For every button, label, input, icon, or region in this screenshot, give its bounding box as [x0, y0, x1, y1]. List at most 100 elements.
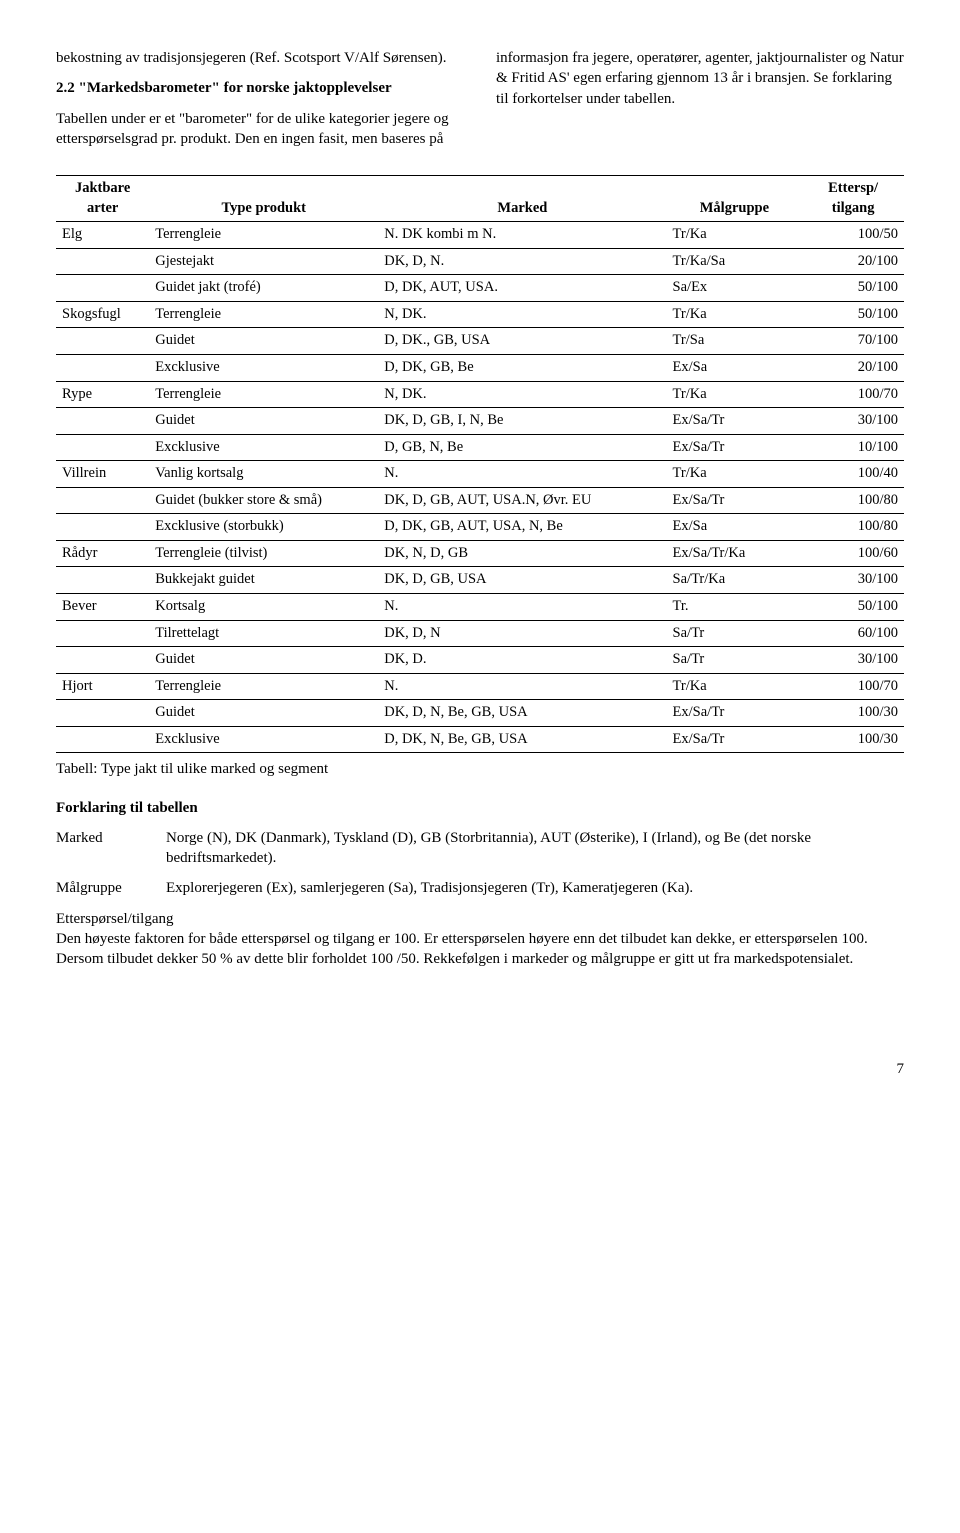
cell-prod: Vanlig kortsalg [149, 461, 378, 488]
cell-mark: N, DK. [378, 301, 666, 328]
cell-prod: Terrengleie [149, 301, 378, 328]
cell-art [56, 434, 149, 461]
cell-mark: DK, D, GB, AUT, USA.N, Øvr. EU [378, 487, 666, 514]
cell-mg: Ex/Sa/Tr [667, 487, 803, 514]
cell-et: 10/100 [802, 434, 904, 461]
cell-mg: Ex/Sa [667, 514, 803, 541]
table-row: HjortTerrengleieN.Tr/Ka100/70 [56, 673, 904, 700]
cell-prod: Guidet [149, 700, 378, 727]
cell-art [56, 514, 149, 541]
left-column: bekostning av tradisjonsjegeren (Ref. Sc… [56, 48, 464, 159]
cell-art [56, 700, 149, 727]
cell-prod: Terrengleie [149, 673, 378, 700]
cell-et: 20/100 [802, 248, 904, 275]
cell-prod: Bukkejakt guidet [149, 567, 378, 594]
cell-art [56, 248, 149, 275]
cell-mark: DK, D. [378, 647, 666, 674]
cell-mg: Sa/Tr [667, 620, 803, 647]
cell-mg: Tr/Ka/Sa [667, 248, 803, 275]
table-row: SkogsfuglTerrengleieN, DK.Tr/Ka50/100 [56, 301, 904, 328]
table-caption: Tabell: Type jakt til ulike marked og se… [56, 759, 904, 779]
cell-et: 60/100 [802, 620, 904, 647]
cell-art [56, 275, 149, 302]
def-malgruppe-val: Explorerjegeren (Ex), samlerjegeren (Sa)… [166, 878, 693, 898]
cell-et: 50/100 [802, 275, 904, 302]
cell-mg: Tr/Ka [667, 301, 803, 328]
cell-art: Rådyr [56, 540, 149, 567]
cell-art: Rype [56, 381, 149, 408]
cell-prod: Tilrettelagt [149, 620, 378, 647]
def-marked: Marked Norge (N), DK (Danmark), Tyskland… [56, 828, 904, 869]
cell-art [56, 354, 149, 381]
cell-prod: Kortsalg [149, 594, 378, 621]
cell-et: 30/100 [802, 408, 904, 435]
cell-prod: Guidet [149, 328, 378, 355]
cell-et: 100/70 [802, 673, 904, 700]
cell-prod: Guidet jakt (trofé) [149, 275, 378, 302]
table-row: GuidetDK, D.Sa/Tr30/100 [56, 647, 904, 674]
cell-mark: N. [378, 673, 666, 700]
table-row: RådyrTerrengleie (tilvist)DK, N, D, GBEx… [56, 540, 904, 567]
cell-prod: Terrengleie (tilvist) [149, 540, 378, 567]
table-row: Guidet (bukker store & små)DK, D, GB, AU… [56, 487, 904, 514]
cell-et: 100/80 [802, 514, 904, 541]
cell-mark: N. DK kombi m N. [378, 222, 666, 249]
cell-mg: Tr. [667, 594, 803, 621]
table-row: ExcklusiveD, DK, GB, BeEx/Sa20/100 [56, 354, 904, 381]
right-p1: informasjon fra jegere, operatører, agen… [496, 48, 904, 109]
cell-art [56, 487, 149, 514]
cell-art [56, 567, 149, 594]
cell-mark: DK, D, N, Be, GB, USA [378, 700, 666, 727]
cell-art [56, 328, 149, 355]
cell-mg: Tr/Sa [667, 328, 803, 355]
table-row: VillreinVanlig kortsalgN.Tr/Ka100/40 [56, 461, 904, 488]
table-header-row: Jaktbare arter Type produkt Marked Målgr… [56, 176, 904, 222]
th-marked: Marked [378, 176, 666, 222]
cell-art: Bever [56, 594, 149, 621]
cell-art: Hjort [56, 673, 149, 700]
ettersp-body: Den høyeste faktoren for både etterspørs… [56, 929, 904, 970]
cell-mark: D, DK, GB, AUT, USA, N, Be [378, 514, 666, 541]
cell-art [56, 726, 149, 753]
th-produkt: Type produkt [149, 176, 378, 222]
table-row: Bukkejakt guidetDK, D, GB, USASa/Tr/Ka30… [56, 567, 904, 594]
cell-mark: DK, N, D, GB [378, 540, 666, 567]
cell-mark: D, DK, N, Be, GB, USA [378, 726, 666, 753]
cell-et: 70/100 [802, 328, 904, 355]
intro-columns: bekostning av tradisjonsjegeren (Ref. Sc… [56, 48, 904, 159]
cell-prod: Excklusive [149, 726, 378, 753]
market-table: Jaktbare arter Type produkt Marked Målgr… [56, 175, 904, 753]
cell-et: 100/40 [802, 461, 904, 488]
table-row: ExcklusiveD, GB, N, BeEx/Sa/Tr10/100 [56, 434, 904, 461]
cell-art: Skogsfugl [56, 301, 149, 328]
table-row: BeverKortsalgN.Tr.50/100 [56, 594, 904, 621]
cell-et: 20/100 [802, 354, 904, 381]
cell-mark: D, DK, GB, Be [378, 354, 666, 381]
table-row: GuidetDK, D, GB, I, N, BeEx/Sa/Tr30/100 [56, 408, 904, 435]
cell-prod: Excklusive (storbukk) [149, 514, 378, 541]
ettersp-head: Etterspørsel/tilgang [56, 909, 904, 929]
cell-mark: N. [378, 461, 666, 488]
cell-et: 100/80 [802, 487, 904, 514]
cell-et: 100/30 [802, 700, 904, 727]
cell-et: 100/50 [802, 222, 904, 249]
cell-prod: Excklusive [149, 434, 378, 461]
def-marked-val: Norge (N), DK (Danmark), Tyskland (D), G… [166, 828, 904, 869]
left-p1: bekostning av tradisjonsjegeren (Ref. Sc… [56, 48, 464, 68]
section-heading: 2.2 "Markedsbarometer" for norske jaktop… [56, 78, 464, 98]
cell-mark: D, DK., GB, USA [378, 328, 666, 355]
table-row: Excklusive (storbukk)D, DK, GB, AUT, USA… [56, 514, 904, 541]
cell-et: 100/30 [802, 726, 904, 753]
cell-mg: Ex/Sa/Tr/Ka [667, 540, 803, 567]
page-number: 7 [56, 1059, 904, 1079]
table-row: GuidetD, DK., GB, USATr/Sa70/100 [56, 328, 904, 355]
cell-mark: N. [378, 594, 666, 621]
table-row: ElgTerrengleieN. DK kombi m N.Tr/Ka100/5… [56, 222, 904, 249]
cell-mark: DK, D, GB, I, N, Be [378, 408, 666, 435]
def-malgruppe: Målgruppe Explorerjegeren (Ex), samlerje… [56, 878, 904, 898]
cell-mark: DK, D, GB, USA [378, 567, 666, 594]
cell-et: 50/100 [802, 301, 904, 328]
cell-mark: DK, D, N. [378, 248, 666, 275]
cell-prod: Guidet [149, 408, 378, 435]
cell-et: 30/100 [802, 567, 904, 594]
